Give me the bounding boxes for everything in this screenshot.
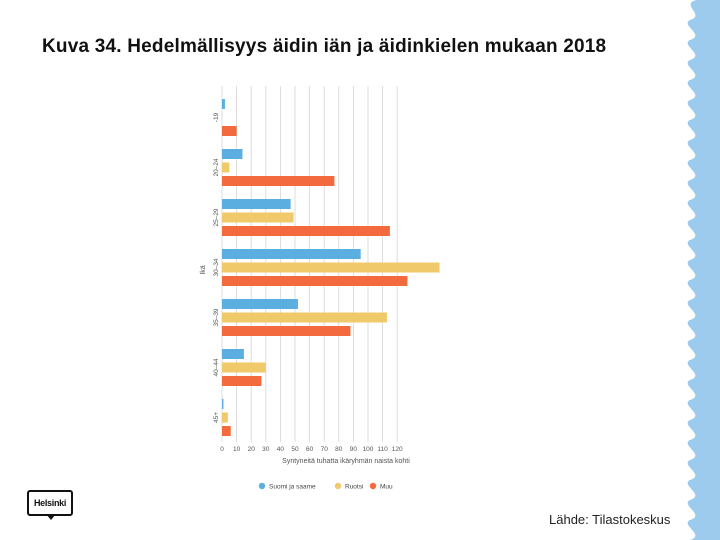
x-tick-label: 80 bbox=[335, 446, 343, 453]
legend-label: Suomi ja saame bbox=[269, 484, 316, 491]
source-note: Lähde: Tilastokeskus bbox=[549, 512, 671, 527]
bar bbox=[222, 226, 390, 236]
x-tick-label: 30 bbox=[262, 446, 270, 453]
x-tick-label: 70 bbox=[321, 446, 329, 453]
bar bbox=[222, 212, 294, 223]
x-tick-label: 60 bbox=[306, 446, 314, 453]
bar bbox=[222, 176, 335, 186]
x-tick-label: 50 bbox=[291, 446, 299, 453]
decorative-wave-border bbox=[687, 0, 720, 540]
bar bbox=[222, 312, 387, 323]
bar bbox=[222, 276, 408, 286]
bar bbox=[222, 99, 225, 109]
x-tick-label: 120 bbox=[392, 446, 403, 453]
bar bbox=[222, 249, 361, 259]
logo-notch bbox=[46, 514, 56, 520]
x-tick-label: 110 bbox=[377, 446, 388, 453]
legend-marker bbox=[334, 482, 342, 490]
bar bbox=[222, 426, 231, 436]
legend-label: Muu bbox=[380, 484, 393, 491]
y-axis-ticks: -19 20–24 25–29 30–34 35–39 40–44 45+ bbox=[213, 112, 220, 423]
bar bbox=[222, 362, 266, 373]
chart-bars bbox=[222, 99, 440, 436]
chart-legend: Suomi ja saame Ruotsi Muu bbox=[258, 482, 393, 491]
y-tick-label: 40–44 bbox=[213, 358, 220, 376]
logo-text: Helsinki bbox=[33, 498, 67, 508]
helsinki-logo: Helsinki bbox=[27, 490, 73, 516]
x-tick-label: 100 bbox=[363, 446, 374, 453]
bar bbox=[222, 412, 228, 423]
x-tick-label: 90 bbox=[350, 446, 358, 453]
legend-marker bbox=[369, 482, 377, 490]
slide-title: Kuva 34. Hedelmällisyys äidin iän ja äid… bbox=[42, 36, 607, 57]
legend-label: Ruotsi bbox=[345, 484, 363, 491]
x-axis-ticks: 0 10 20 30 40 50 60 70 80 90 100 110 120 bbox=[220, 446, 403, 453]
y-axis-title: Ikä bbox=[200, 265, 207, 274]
y-tick-label: 35–39 bbox=[213, 308, 220, 326]
bar bbox=[222, 126, 237, 136]
bar bbox=[222, 399, 224, 409]
bar bbox=[222, 299, 298, 309]
bar bbox=[222, 199, 291, 209]
bar bbox=[222, 326, 351, 336]
x-axis-title: Syntyneitä tuhatta ikäryhmän naista koht… bbox=[282, 458, 410, 465]
bar bbox=[222, 376, 262, 386]
x-tick-label: 40 bbox=[277, 446, 285, 453]
x-tick-label: 10 bbox=[233, 446, 241, 453]
y-tick-label: 25–29 bbox=[213, 208, 220, 226]
bar bbox=[222, 262, 440, 273]
x-tick-label: 0 bbox=[220, 446, 224, 453]
bar bbox=[222, 149, 243, 159]
x-tick-label: 20 bbox=[248, 446, 256, 453]
bar bbox=[222, 162, 230, 173]
y-tick-label: -19 bbox=[213, 112, 220, 122]
y-tick-label: 30–34 bbox=[213, 258, 220, 276]
bar bbox=[222, 349, 244, 359]
y-tick-label: 45+ bbox=[213, 412, 220, 423]
y-tick-label: 20–24 bbox=[213, 158, 220, 176]
legend-marker bbox=[258, 482, 266, 490]
